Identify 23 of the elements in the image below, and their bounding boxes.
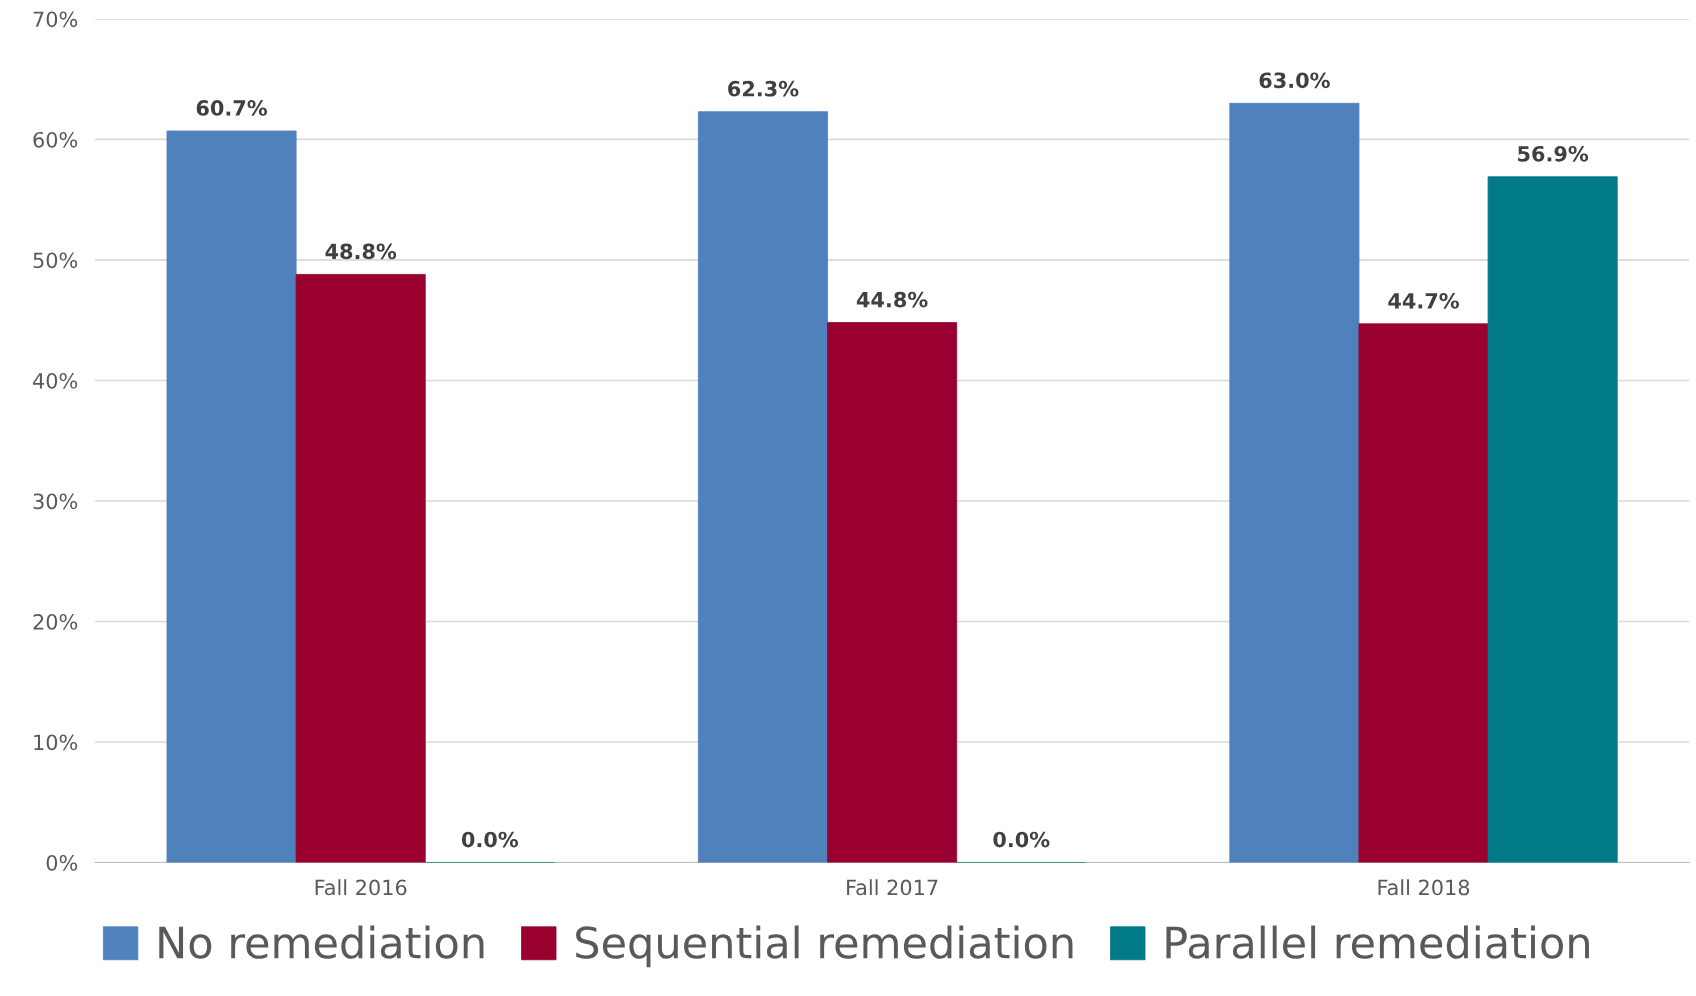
data-label: 56.9% [1518,145,1589,162]
legend-label: No remediation [159,925,484,959]
data-label: 44.7% [1388,292,1459,309]
y-tick-label: 40% [33,372,78,389]
data-label: 62.3% [728,80,799,97]
y-tick-label: 60% [33,131,78,148]
data-label: 0.0% [461,831,519,848]
y-tick-label: 70% [33,11,78,28]
y-tick-label: 10% [34,734,78,751]
x-tick-label: Fall 2017 [847,879,938,896]
y-tick-label: 50% [33,252,78,269]
data-label: 0.0% [993,831,1050,848]
data-label: 60.7% [196,100,268,116]
y-tick-label: 0% [46,854,78,871]
legend-label: Parallel remediation [1166,925,1589,959]
data-label: 48.8% [325,243,397,260]
data-label: 44.8% [856,291,928,308]
y-tick-label: 20% [33,613,78,630]
x-tick-label: Fall 2018 [1378,879,1470,896]
data-label: 63.0% [1259,72,1330,89]
legend-label: Sequential remediation [576,925,1073,968]
x-tick-label: Fall 2016 [315,879,407,896]
y-tick-label: 30% [33,493,78,510]
